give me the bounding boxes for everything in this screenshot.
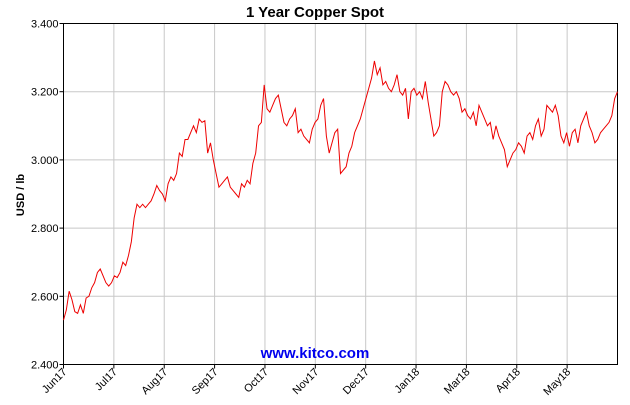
x-tick-label: Mar18	[442, 366, 473, 397]
y-tick-label: 2.800	[31, 223, 59, 235]
y-tick-label: 3.200	[31, 87, 59, 99]
x-tick-label: Sep17	[190, 366, 221, 397]
y-axis-ticks: 3.400 3.200 3.000 2.800 2.600 2.400	[31, 19, 64, 372]
y-tick-label: 3.400	[31, 19, 59, 31]
x-tick-label: May18	[541, 366, 573, 398]
y-axis-label: USD / lb	[15, 174, 27, 216]
x-tick-label: Jul17	[93, 366, 120, 393]
x-axis-ticks: Jun17 Jul17 Aug17 Sep17 Oct17 Nov17 Dec17 Jan18…	[40, 364, 573, 398]
plot-frame	[63, 23, 618, 365]
chart-title: 1 Year Copper Spot	[246, 4, 384, 21]
watermark-link[interactable]: www.kitco.com	[260, 345, 370, 362]
x-tick-label: Jan18	[392, 366, 422, 396]
grid-lines	[63, 23, 618, 365]
x-tick-label: Apr18	[494, 366, 523, 395]
x-tick-label: Oct17	[242, 366, 271, 395]
x-tick-label: Dec17	[341, 366, 372, 397]
x-tick-label: Nov17	[290, 366, 321, 397]
x-tick-label: Aug17	[139, 366, 170, 397]
y-tick-label: 2.600	[31, 291, 59, 303]
y-tick-label: 3.000	[31, 155, 59, 167]
y-tick-label: 2.400	[31, 360, 59, 372]
copper-price-line	[63, 60, 618, 321]
